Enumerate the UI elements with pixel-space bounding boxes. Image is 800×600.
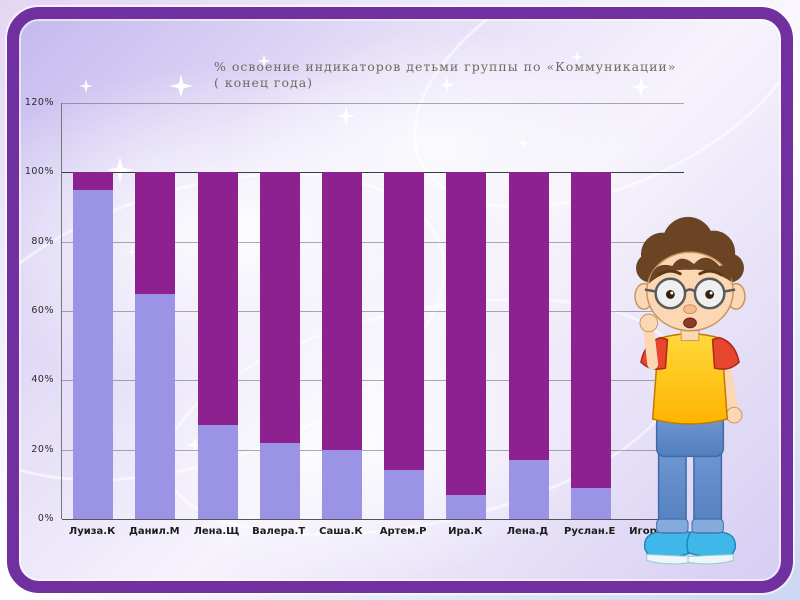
y-axis-label-120: 120% <box>24 97 54 108</box>
gridline-120 <box>62 103 684 104</box>
cartoon-boy-illustration <box>634 216 746 565</box>
boy-arm-raised <box>643 325 659 370</box>
chart-title-line1: % освоение индикаторов детьми группы по … <box>214 59 677 74</box>
bar-segment-light-Артем.Р <box>384 470 425 519</box>
x-axis-label-Руслан.Е: Руслан.Е <box>563 526 616 537</box>
boy-eyebrow-right <box>698 269 723 277</box>
boy-jeans <box>655 414 725 534</box>
bar-segment-dark-Валера.Т <box>259 172 300 443</box>
bar-segment-light-Валера.Т <box>259 442 300 519</box>
gridline-80 <box>62 241 684 243</box>
bar-segment-dark-Саша.К <box>321 172 362 450</box>
bar-segment-dark-Лена.Д <box>508 172 549 461</box>
bar-segment-light-Луиза.К <box>73 189 114 519</box>
x-axis-label-Данил.М: Данил.М <box>128 526 180 537</box>
boy-eye-right <box>705 290 715 299</box>
x-axis-label-Ира.К: Ира.К <box>448 526 483 537</box>
bar-segment-light-Лена.Д <box>508 460 549 519</box>
x-axis-label-Саша.К: Саша.К <box>319 526 363 537</box>
chart-title: % освоение индикаторов детьми группы по … <box>214 59 684 90</box>
bar-segment-dark-Данил.М <box>135 172 176 294</box>
boy-eye-left <box>665 290 675 299</box>
y-axis-label-80: 80% <box>31 235 54 247</box>
bar-segment-dark-Руслан.Е <box>570 172 611 488</box>
slide-content: % освоение индикаторов детьми группы по … <box>19 19 781 581</box>
boy-shoes <box>643 531 737 565</box>
x-axis-label-Валера.Т: Валера.Т <box>252 526 306 537</box>
boy-eyebrow-left <box>657 269 682 277</box>
gridline-40 <box>62 380 684 382</box>
boy-arm-down <box>719 360 739 415</box>
gridline-100 <box>62 172 684 174</box>
chart-title-line2: ( конец года) <box>214 74 314 90</box>
bar-segment-light-Данил.М <box>135 293 176 519</box>
x-axis-label-Артем.Р: Артем.Р <box>379 526 427 537</box>
bar-segment-dark-Луиза.К <box>73 172 114 190</box>
bar-segment-light-Саша.К <box>321 449 362 519</box>
gridline-60 <box>62 311 684 312</box>
boy-nose <box>683 304 697 315</box>
gridline-0 <box>62 519 684 520</box>
x-axis-label-Лена.Д: Лена.Д <box>506 526 549 537</box>
boy-fist <box>639 313 659 333</box>
eye-glint <box>709 291 713 295</box>
y-axis-label-20: 20% <box>31 443 54 455</box>
y-axis-label-40: 40% <box>31 374 54 386</box>
bar-segment-dark-Артем.Р <box>384 172 425 471</box>
bar-segment-light-Руслан.Е <box>570 487 611 519</box>
x-axis-label-Лена.Щ: Лена.Щ <box>193 526 240 537</box>
bar-segment-dark-Лена.Щ <box>197 172 238 426</box>
y-axis-label-60: 60% <box>31 305 54 316</box>
bar-segment-light-Лена.Щ <box>197 425 238 519</box>
x-axis-label-Игорь.А: Игорь.А <box>629 526 675 537</box>
bar-segment-dark-Ира.К <box>446 172 487 495</box>
eye-glint <box>670 291 674 295</box>
boy-shirt <box>651 333 729 425</box>
y-axis-label-0: 0% <box>37 513 54 524</box>
boy-fringe <box>648 257 732 284</box>
gridline-20 <box>62 449 684 451</box>
boy-mouth <box>683 317 697 329</box>
boy-sleeve-right <box>711 336 740 370</box>
bar-segment-light-Ира.К <box>446 494 487 519</box>
y-axis-label-100: 100% <box>24 166 54 178</box>
x-axis-label-Луиза.К: Луиза.К <box>68 526 116 537</box>
plot-area <box>61 103 684 520</box>
boy-hand <box>725 406 743 424</box>
